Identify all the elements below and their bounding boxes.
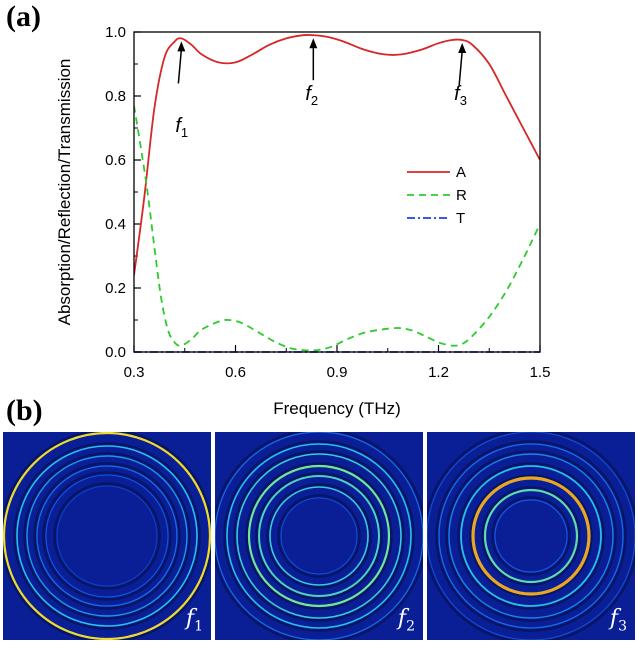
ring-shadow [491, 496, 571, 576]
field-map-label: f2 [397, 605, 415, 634]
ring-shadow [42, 471, 172, 601]
x-tick-label: 1.5 [530, 364, 551, 381]
field-ring [471, 476, 591, 596]
field-map-label: f1 [185, 605, 203, 634]
x-tick-label: 0.6 [225, 364, 246, 381]
x-tick-label: 0.9 [327, 364, 348, 381]
ring-shadow [33, 462, 181, 610]
ring-shadow [469, 474, 593, 598]
x-tick-label: 1.2 [428, 364, 449, 381]
field-ring [460, 465, 602, 607]
field-ring [448, 453, 614, 619]
field-ring [226, 443, 412, 629]
plot-frame [133, 31, 541, 353]
legend-label-r: R [456, 187, 467, 204]
y-tick-label: 0.6 [105, 152, 126, 169]
series-line-r [134, 105, 540, 352]
x-axis-label: Frequency (THz) [273, 399, 401, 418]
arrow-head [309, 38, 318, 49]
field-map-f3: f3 [427, 432, 635, 640]
field-ring [26, 455, 188, 617]
ring-shadow [457, 462, 605, 610]
ring-shadow [23, 452, 191, 620]
series-line-a [134, 33, 540, 276]
x-tick-label: 0.3 [124, 364, 145, 381]
field-ring [56, 485, 158, 587]
annotation-arrow [177, 49, 183, 84]
y-tick-label: 1.0 [105, 24, 126, 41]
ring-shadow [481, 486, 581, 586]
y-tick-label: 0.0 [105, 344, 126, 361]
spectrum-chart: 0.3 0.6 0.9 1.2 1.5 0.0 0.2 0.4 0.6 0.8 1.0 f1 f2 f3… [55, 24, 551, 418]
ring-shadow [13, 442, 201, 630]
field-ring [236, 453, 402, 619]
legend-label-t: T [456, 210, 465, 227]
ring-shadow [53, 482, 161, 590]
panel-label-b: (b) [6, 394, 43, 427]
ring-shadow [223, 440, 415, 632]
arrow-head [458, 43, 467, 53]
field-map-f2: f2 [215, 432, 423, 640]
field-background [3, 432, 211, 640]
annotation-label: f1 [175, 115, 188, 140]
field-ring [269, 486, 369, 586]
y-tick-label: 0.8 [105, 88, 126, 105]
field-ring [45, 474, 169, 598]
field-ring [494, 499, 568, 573]
field-ring [36, 465, 178, 607]
ring-shadow [255, 472, 383, 600]
y-tick-label: 0.2 [105, 280, 126, 297]
y-tick-label: 0.4 [105, 216, 126, 233]
annotation-label: f2 [305, 83, 318, 108]
annotation-label: f3 [454, 83, 467, 108]
panel-label-a: (a) [6, 0, 41, 33]
y-axis-label: Absorption/Reflection/Transmission [55, 59, 74, 326]
field-ring [3, 432, 211, 640]
ring-shadow [435, 440, 627, 632]
ring-shadow [277, 494, 361, 578]
annotation-arrow [458, 50, 463, 86]
field-map-label: f3 [609, 605, 627, 634]
arrow-head [177, 41, 186, 52]
field-ring [16, 445, 198, 627]
legend-label-a: A [456, 164, 466, 181]
ring-shadow [233, 450, 405, 622]
field-ring [438, 443, 624, 629]
ring-shadow [245, 462, 393, 610]
field-ring [247, 464, 391, 608]
field-ring [258, 475, 380, 597]
ring-shadow [266, 483, 372, 589]
ring-shadow [445, 450, 617, 622]
field-ring [280, 497, 358, 575]
field-ring [483, 488, 579, 584]
field-map-f1: f1 [3, 432, 211, 640]
